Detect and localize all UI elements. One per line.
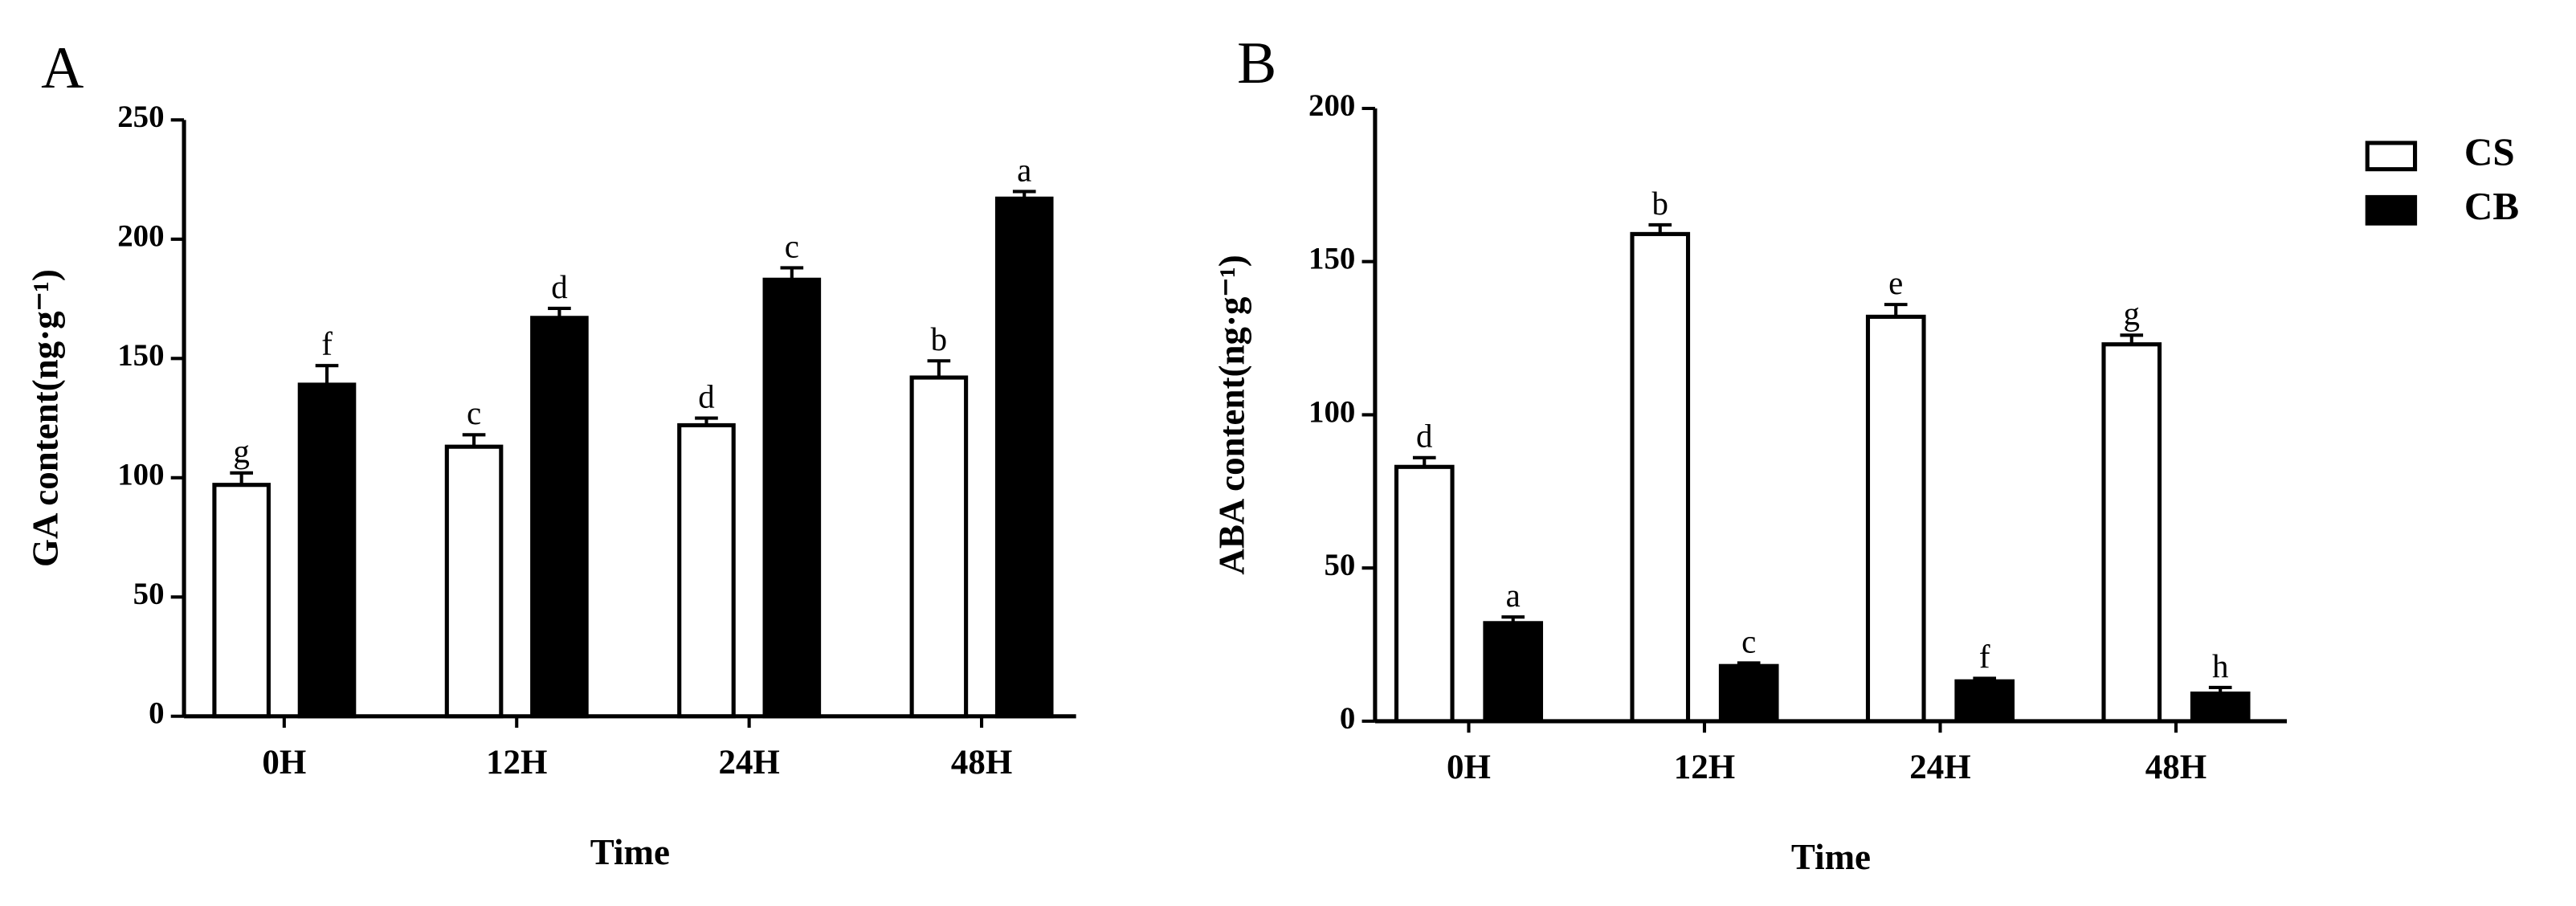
- error-bar: [927, 359, 951, 378]
- x-tick-label: 24H: [1909, 749, 1970, 786]
- x-tick-label: 48H: [2145, 749, 2207, 786]
- bar: [994, 196, 1054, 719]
- y-tick-label: 100: [117, 458, 164, 492]
- significance-letter: c: [785, 228, 799, 264]
- significance-letter: g: [2124, 296, 2140, 332]
- y-tick-label: 200: [117, 219, 164, 254]
- error-bar: [315, 364, 339, 385]
- error-bar: [230, 471, 253, 485]
- significance-letter: a: [1506, 577, 1521, 614]
- y-tick-label: 50: [1324, 548, 1355, 582]
- x-tick-label: 0H: [1447, 749, 1491, 786]
- y-tick-label: 200: [1308, 88, 1355, 123]
- legend-label: CB: [2464, 184, 2519, 228]
- significance-letter: a: [1017, 152, 1031, 188]
- error-bar: [780, 266, 804, 280]
- significance-letter: c: [467, 395, 481, 431]
- significance-letter: d: [551, 269, 567, 305]
- bar: [1718, 663, 1779, 724]
- x-tick-label: 12H: [486, 744, 547, 782]
- y-axis-label: ABA content(ng·g⁻¹): [1211, 255, 1251, 574]
- legend-swatch: [2365, 194, 2418, 226]
- significance-letter: b: [1652, 186, 1668, 222]
- y-tick-label: 250: [117, 100, 164, 134]
- significance-letter: c: [1741, 623, 1756, 659]
- y-tick-label: 0: [149, 696, 164, 731]
- bar: [212, 483, 271, 719]
- error-bar: [1412, 455, 1436, 467]
- error-bar: [2208, 685, 2232, 694]
- legend-label: CS: [2464, 130, 2515, 174]
- legend-swatch: [2365, 141, 2418, 172]
- bar: [1630, 231, 1691, 724]
- significance-letter: d: [698, 378, 714, 414]
- x-tick-label: 0H: [262, 744, 306, 782]
- x-tick-label: 12H: [1674, 749, 1735, 786]
- significance-letter: g: [233, 434, 249, 470]
- y-tick-label: 150: [1308, 242, 1355, 276]
- bar: [297, 382, 357, 719]
- panel-label: A: [41, 35, 84, 100]
- bar: [1954, 679, 2015, 724]
- x-tick-label: 24H: [718, 744, 779, 782]
- error-bar: [2120, 333, 2144, 345]
- y-tick-label: 100: [1308, 394, 1355, 429]
- bar: [2190, 692, 2251, 724]
- bar: [677, 422, 736, 719]
- bar: [2101, 342, 2162, 724]
- error-bar: [1501, 615, 1525, 623]
- significance-letter: e: [1888, 265, 1903, 301]
- error-bar: [1012, 190, 1036, 199]
- y-tick-label: 50: [133, 577, 165, 611]
- y-tick-label: 0: [1340, 701, 1355, 736]
- error-bar: [1973, 676, 1997, 682]
- x-tick-label: 48H: [951, 744, 1012, 782]
- bar: [530, 316, 589, 719]
- error-bar: [548, 306, 571, 318]
- bar: [909, 375, 969, 719]
- significance-letter: b: [931, 321, 947, 357]
- significance-letter: h: [2212, 648, 2228, 684]
- significance-letter: f: [321, 326, 333, 362]
- bar: [762, 277, 822, 719]
- bar: [444, 444, 504, 719]
- bar: [1865, 314, 1926, 724]
- error-bar: [1648, 222, 1672, 235]
- error-bar: [1884, 303, 1908, 317]
- x-axis-label: Time: [590, 832, 670, 872]
- bar: [1394, 464, 1455, 724]
- error-bar: [695, 416, 718, 426]
- x-axis-label: Time: [1791, 837, 1871, 877]
- error-bar: [1737, 661, 1761, 667]
- significance-letter: d: [1416, 418, 1432, 455]
- bar: [1483, 621, 1544, 724]
- error-bar: [462, 433, 486, 447]
- y-tick-label: 150: [117, 338, 164, 373]
- y-axis-label: GA content(ng·g⁻¹): [26, 269, 66, 567]
- panel-label: B: [1237, 30, 1276, 96]
- significance-letter: f: [1979, 639, 1990, 675]
